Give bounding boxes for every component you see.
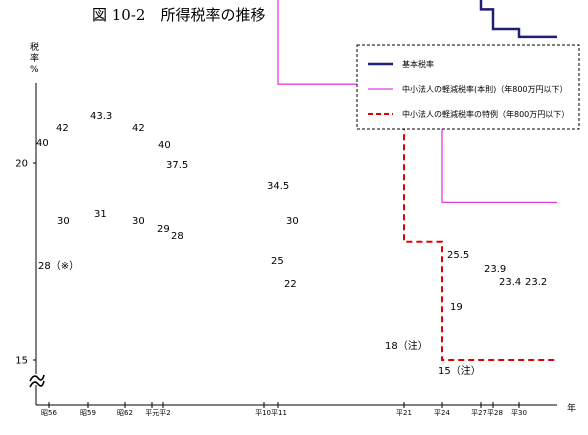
- series-layer: [277, 0, 557, 361]
- series-reduced-rate-line: [277, 0, 557, 204]
- x-tick-label: 平30: [511, 409, 527, 417]
- legend-label-special: 中小法人の軽減税率の特例（年800万円以下）: [402, 109, 569, 119]
- data-label: 30: [286, 216, 299, 227]
- x-axis-label: 年: [567, 402, 576, 414]
- data-label: 28: [171, 231, 184, 242]
- y-axis-label-char: 率: [30, 52, 39, 64]
- y-tick-label: 15: [15, 356, 28, 367]
- data-label: 30: [132, 216, 145, 227]
- series-special-rate-line: [403, 84, 557, 361]
- data-label: 25: [271, 256, 284, 267]
- axis-break-mark: [29, 374, 45, 388]
- chart-title: 図 10-2 所得税率の推移: [92, 6, 265, 24]
- data-label: 25.5: [447, 250, 469, 261]
- data-label: 28（※）: [38, 260, 79, 272]
- data-label: 40: [158, 140, 171, 151]
- legend: 基本税率 中小法人の軽減税率(本則)（年800万円以下） 中小法人の軽減税率の特…: [356, 44, 580, 130]
- x-tick-label: 平元平2: [145, 409, 170, 417]
- x-tick-label: 平21: [396, 409, 412, 417]
- x-tick-label: 昭59: [80, 409, 96, 417]
- data-label: 30: [57, 216, 70, 227]
- x-tick-label: 平24: [434, 409, 450, 417]
- legend-label-basic: 基本税率: [402, 59, 434, 69]
- data-label: 40: [36, 138, 49, 149]
- data-label: 31: [94, 209, 107, 220]
- data-label: 19: [450, 302, 463, 313]
- data-label: 15（注）: [438, 364, 481, 377]
- axes: [29, 83, 557, 406]
- data-label: 43.3: [90, 111, 112, 122]
- y-axis-label: 税 率 %: [30, 41, 39, 75]
- y-axis-label-char: 税: [30, 41, 39, 53]
- x-axis-ticks: 昭56 昭59 昭62 平元平2 平10平11 平21 平24 平27平28 平30: [41, 402, 527, 417]
- data-label: 42: [132, 123, 145, 134]
- data-label: 23.9: [484, 264, 506, 275]
- legend-label-reduced: 中小法人の軽減税率(本則)（年800万円以下）: [402, 84, 568, 94]
- x-tick-label: 昭56: [41, 409, 57, 417]
- data-label: 42: [56, 123, 69, 134]
- data-label: 34.5: [267, 181, 289, 192]
- series-basic-rate-line: [479, 0, 557, 39]
- x-tick-label: 平10平11: [255, 409, 287, 417]
- data-label: 18（注）: [385, 339, 428, 352]
- data-label: 29: [157, 224, 170, 235]
- data-label: 23.4: [499, 277, 521, 288]
- x-tick-label: 平27平28: [471, 409, 503, 417]
- y-axis-unit: %: [30, 65, 39, 75]
- data-label: 22: [284, 279, 297, 290]
- legend-box: [356, 44, 580, 130]
- y-axis-ticks: 1520253035404550: [15, 159, 36, 367]
- x-tick-label: 昭62: [117, 409, 133, 417]
- data-label: 23.2: [525, 277, 547, 288]
- y-tick-label: 20: [15, 159, 28, 170]
- data-label: 37.5: [166, 160, 188, 171]
- data-labels: 40 42 43.3 42 40 37.5 34.5 30 25.5 23.9 23.4 23.2 28…: [36, 111, 547, 377]
